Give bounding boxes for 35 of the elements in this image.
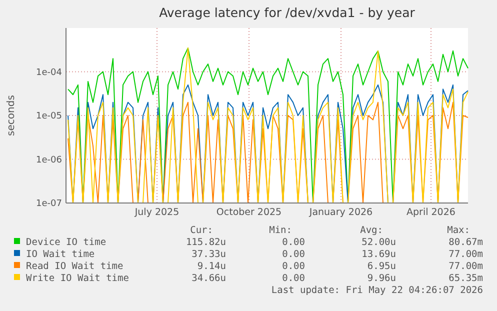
text: 13.69u (362, 249, 396, 260)
y-tick-label: 1e-05 (36, 112, 62, 122)
y-tick-label: 1e-04 (36, 68, 62, 78)
text: Cur: (190, 225, 213, 236)
legend-label: IO Wait time (26, 249, 95, 260)
text: 52.00u (362, 237, 396, 248)
text: 80.67m (448, 237, 484, 248)
text: 115.82u (186, 237, 226, 248)
text: 0.00 (282, 261, 306, 272)
y-tick-label: 1e-06 (36, 155, 62, 166)
text: 65.35m (448, 273, 484, 284)
text: 34.66u (192, 273, 226, 284)
y-axis-title: seconds (6, 95, 17, 136)
text: 37.33u (192, 249, 226, 260)
text: Min: (269, 225, 292, 236)
y-tick-label: 1e-07 (36, 199, 62, 210)
text: 9.14u (197, 261, 226, 272)
text: 0.00 (282, 273, 306, 284)
legend-label: Read IO Wait time (26, 261, 124, 272)
legend-label: Device IO time (26, 237, 106, 248)
text: Max: (447, 225, 470, 236)
text: 0.00 (282, 237, 306, 248)
text: 9.96u (367, 273, 396, 284)
text: 6.95u (367, 261, 396, 272)
legend-label: Write IO Wait time (26, 273, 130, 284)
text: 77.00m (448, 249, 484, 260)
chart-title: Average latency for /dev/xvda1 - by year (159, 5, 416, 20)
x-tick-label: July 2025 (134, 207, 180, 218)
x-tick-label: April 2026 (406, 207, 456, 218)
x-tick-label: October 2025 (216, 207, 282, 218)
x-tick-label: January 2026 (308, 207, 373, 218)
text: 0.00 (282, 249, 306, 260)
text: 77.00m (448, 261, 484, 272)
text: Avg: (360, 225, 383, 236)
text: Last update: Fri May 22 04:26:07 2026 (271, 285, 484, 296)
